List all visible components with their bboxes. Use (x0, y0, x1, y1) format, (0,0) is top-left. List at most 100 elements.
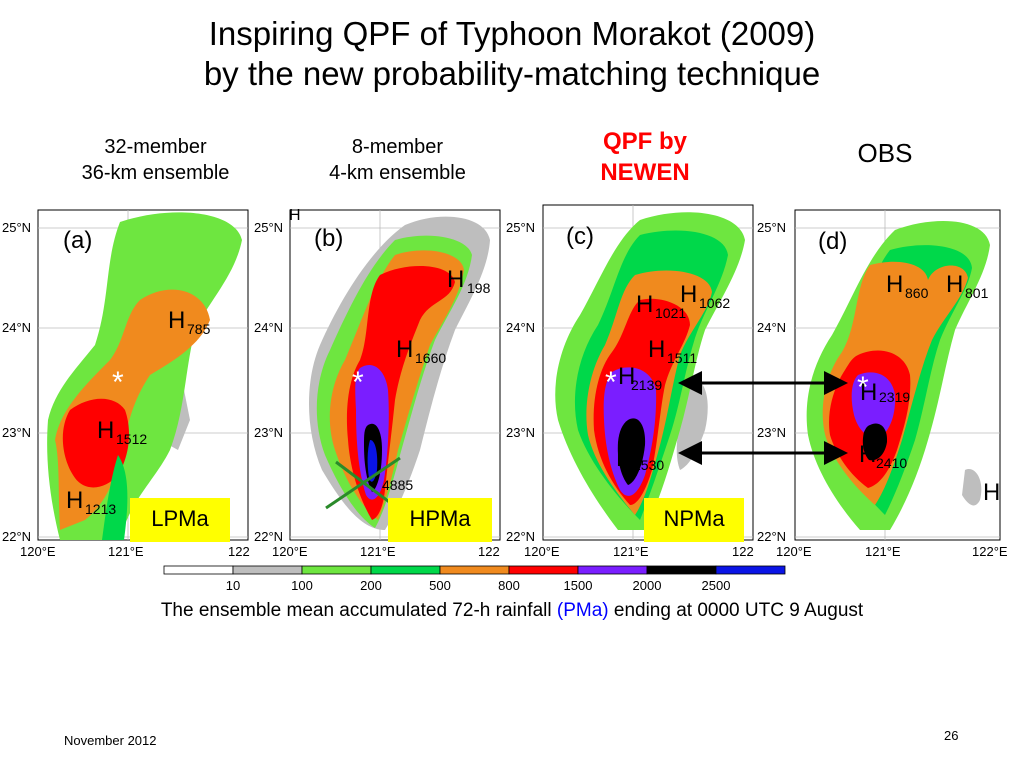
panel-a-lat-label-23: 23°N (2, 425, 31, 440)
panel-d-max-3-value: 2319 (879, 389, 910, 405)
panel-c-lon-label-120: 120°E (524, 544, 560, 559)
panel-d-max-4-h: H (859, 441, 876, 468)
colorbar: 10 100 200 500 800 1500 2000 2500 (163, 565, 786, 593)
panel-d-lat-label-25: 25°N (757, 220, 786, 235)
colorbar-tick-label: 800 (498, 578, 520, 593)
colorbar-segment (577, 565, 648, 575)
panel-d-lon-label-122: 122°E (972, 544, 1008, 559)
slide-title-line1: Inspiring QPF of Typhoon Morakot (2009) (208, 15, 816, 52)
panel-b-lat-label-25: 25°N (254, 220, 283, 235)
panel-d-max-5-h: H (983, 479, 1000, 506)
panel-a-lon-label-120: 120°E (20, 544, 56, 559)
panel-b-max-2-value: 1660 (415, 350, 446, 366)
panel-a-max-3-h: H (66, 487, 83, 514)
panel-b-blue-area (367, 440, 378, 482)
panel-b-lon-label-122: 122 (478, 544, 500, 559)
column-heading-c-line1: QPF by (602, 128, 687, 155)
colorbar-tick-label: 1500 (564, 578, 593, 593)
panel-b-lat-label-22: 22°N (254, 529, 283, 544)
colorbar-segment (715, 565, 786, 575)
colorbar-segment (646, 565, 717, 575)
panel-d-lat-label-24: 24°N (757, 320, 786, 335)
colorbar-tick-label: 2500 (702, 578, 731, 593)
caption-text-pma: (PMa) (556, 600, 609, 621)
panel-c-black-area (617, 418, 646, 485)
panel-b-lon-label-121: 121°E (360, 544, 396, 559)
panel-c-max-2-value: 1062 (699, 295, 730, 311)
column-heading-d-line1: OBS (857, 138, 913, 168)
footer-date: November 2012 (64, 733, 157, 748)
panel-a-lon-label-122: 122 (228, 544, 250, 559)
panel-c-max-3-h: H (648, 336, 665, 363)
panel-d-max-1-value: 860 (905, 285, 929, 301)
panel-a-green-area (102, 455, 128, 540)
panel-c-typhoon-center-marker: * (605, 366, 617, 399)
panel-a-max-1-value: 785 (187, 321, 211, 337)
colorbar-tick-label: 200 (360, 578, 382, 593)
panel-c-id: (c) (566, 223, 594, 250)
column-heading-b-line2: 4-km ensemble (329, 162, 466, 184)
colorbar-segment (370, 565, 441, 575)
panel-d-max-3-h: H (860, 379, 877, 406)
panel-d-id: (d) (818, 228, 847, 255)
map-panels: * (a) H 785 H 1512 H 1213 25°N 24°N 23°N… (2, 204, 1008, 593)
panel-d-lat-label-22: 22°N (757, 529, 786, 544)
panel-c-max-3-value: 1511 (667, 350, 697, 366)
label-box-lpma: LPMa (130, 498, 230, 542)
panel-d-lat-label-23: 23°N (757, 425, 786, 440)
column-heading-c: QPF by NEWEN (560, 126, 730, 188)
panel-c-lat-label-23: 23°N (506, 425, 535, 440)
colorbar-tick-label: 100 (291, 578, 313, 593)
panel-a-max-1-h: H (168, 307, 185, 334)
panel-b-id: (b) (314, 225, 343, 252)
panel-d-max-2-h: H (946, 271, 963, 298)
label-box-hpma: HPMa (388, 498, 492, 542)
panel-b-typhoon-center-marker: * (352, 366, 364, 399)
caption-text-end: ending at 0000 UTC 9 August (608, 600, 864, 621)
panel-a-typhoon-center-marker: * (112, 366, 124, 399)
panel-b: * (b) H 198 H 1660 4885 H 25°N 24°N 23°N… (254, 207, 501, 559)
panel-b-max-1-value: 198 (467, 280, 491, 296)
panel-a-lat-label-22: 22°N (2, 529, 31, 544)
panel-c-max-4-h: H (618, 363, 635, 390)
column-heading-d: OBS (820, 140, 950, 166)
panel-c-lon-label-121: 121°E (613, 544, 649, 559)
column-heading-c-line2: NEWEN (600, 159, 690, 186)
colorbar-tick-label: 500 (429, 578, 451, 593)
panel-d-purple-area (851, 372, 896, 439)
panel-a-max-2-h: H (97, 417, 114, 444)
panel-a-lat-label-24: 24°N (2, 320, 31, 335)
panel-c-max-1-h: H (636, 291, 653, 318)
colorbar-segment (232, 565, 303, 575)
panel-c-lat-label-22: 22°N (506, 529, 535, 544)
panel-d-black-area (862, 423, 888, 461)
panel-a-lon-label-121: 121°E (108, 544, 144, 559)
panel-a-id: (a) (63, 227, 92, 254)
panel-d-lon-label-121: 121°E (865, 544, 901, 559)
panel-d-max-1-h: H (886, 271, 903, 298)
panel-d-typhoon-center-marker: * (857, 371, 869, 404)
panel-b-lat-label-24: 24°N (254, 320, 283, 335)
label-box-npma: NPMa (644, 498, 744, 542)
panel-b-lat-label-23: 23°N (254, 425, 283, 440)
panel-c-lat-label-24: 24°N (506, 320, 535, 335)
panel-b-lon-label-120: 120°E (272, 544, 308, 559)
panel-c-max-5-value: 2530 (633, 457, 664, 473)
figure-caption: The ensemble mean accumulated 72-h rainf… (0, 600, 1024, 622)
panel-d-max-2-value: 801 (965, 285, 989, 301)
colorbar-tick-label: 2000 (633, 578, 662, 593)
colorbar-tick-label: 10 (226, 578, 240, 593)
panel-c-lat-label-25: 25°N (506, 220, 535, 235)
panel-a-max-3-value: 1213 (85, 501, 116, 517)
colorbar-segment (301, 565, 372, 575)
colorbar-segment (439, 565, 510, 575)
panel-a: * (a) H 785 H 1512 H 1213 25°N 24°N 23°N… (2, 209, 250, 559)
comparison-arrows (678, 371, 848, 465)
colorbar-segment (508, 565, 579, 575)
panel-d: * (d) H 860 H 801 H 2319 H 2410 H 25°N 2… (757, 209, 1008, 559)
panel-d-gray-area (962, 469, 982, 506)
panel-c: * (c) H 1021 H 1062 H 1511 H 2139 H 2530… (506, 204, 754, 559)
panel-b-max-3-value: 4885 (382, 477, 413, 493)
panel-b-max-4-h: H (289, 207, 301, 224)
column-heading-a-line2: 36-km ensemble (81, 162, 230, 184)
